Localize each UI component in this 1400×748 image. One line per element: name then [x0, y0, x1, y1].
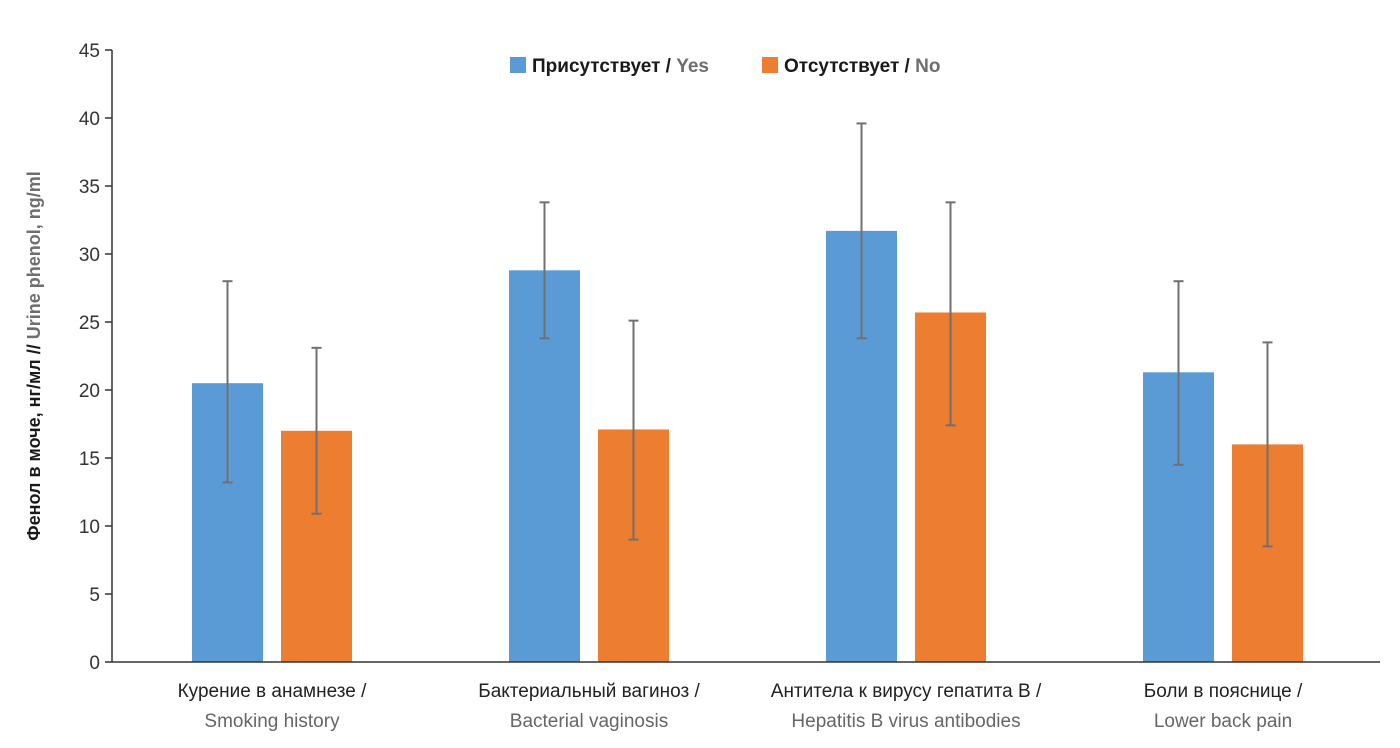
- error-bar-yes-3: [856, 122, 867, 340]
- svg-text:Присутствует / Yes: Присутствует / Yes: [532, 56, 709, 77]
- category-label-en-3: Hepatitis B virus antibodies: [791, 711, 1020, 732]
- y-tick-label-5: 5: [89, 585, 100, 606]
- legend: Присутствует / Yes Отсутствует / No: [510, 56, 940, 77]
- legend-swatch-yes: [510, 57, 526, 73]
- y-tick-label-20: 20: [79, 381, 100, 402]
- svg-text:Отсутствует / No: Отсутствует / No: [784, 56, 940, 77]
- bars-layer: [192, 230, 1303, 662]
- category-label-ru-1: Курение в анамнезе /: [178, 681, 367, 702]
- y-axis-label: Фенол в моче, нг/мл // Urine phenol, ng/…: [24, 171, 44, 541]
- error-bar-yes-2: [539, 201, 550, 340]
- error-bars-layer: [222, 122, 1273, 548]
- y-tick-label-40: 40: [79, 109, 100, 130]
- error-bar-no-4: [1262, 341, 1273, 548]
- category-label-en-2: Bacterial vaginosis: [510, 711, 668, 732]
- legend-label-yes-ru: Присутствует /: [532, 56, 672, 77]
- category-labels: Курение в анамнезе / Smoking history Бакте…: [178, 681, 1303, 732]
- error-bar-no-3: [945, 201, 956, 427]
- y-tick-label-45: 45: [79, 41, 100, 62]
- legend-swatch-no: [762, 57, 778, 73]
- y-tick-label-15: 15: [79, 449, 100, 470]
- legend-label-no-en: No: [910, 56, 941, 77]
- error-bar-no-2: [628, 319, 639, 541]
- y-tick-label-35: 35: [79, 177, 100, 198]
- y-axis-label-en: Urine phenol, ng/ml: [24, 171, 44, 344]
- error-bar-yes-1: [222, 280, 233, 484]
- category-label-ru-3: Антитела к вирусу гепатита В /: [771, 681, 1042, 702]
- legend-item-no[interactable]: Отсутствует / No: [762, 56, 940, 77]
- legend-item-yes[interactable]: Присутствует / Yes: [510, 56, 709, 77]
- axes-layer: 0 5 10 15 20 25 30 35 40 45: [79, 41, 1380, 674]
- category-label-en-4: Lower back pain: [1154, 711, 1292, 732]
- category-label-ru-4: Боли в пояснице /: [1144, 681, 1303, 702]
- legend-label-yes-en: Yes: [671, 56, 709, 77]
- category-label-ru-2: Бактериальный вагиноз /: [478, 681, 700, 702]
- legend-label-no-ru: Отсутствует /: [784, 56, 911, 77]
- y-tick-label-30: 30: [79, 245, 100, 266]
- y-tick-label-0: 0: [89, 653, 100, 674]
- y-tick-label-25: 25: [79, 313, 100, 334]
- category-label-en-1: Smoking history: [204, 711, 340, 732]
- y-tick-label-10: 10: [79, 517, 100, 538]
- svg-text:Фенол в моче, нг/мл // Urine p: Фенол в моче, нг/мл // Urine phenol, ng/…: [24, 171, 44, 541]
- error-bar-yes-4: [1173, 280, 1184, 466]
- error-bar-no-1: [311, 346, 322, 515]
- y-axis-label-ru: Фенол в моче, нг/мл //: [24, 344, 44, 541]
